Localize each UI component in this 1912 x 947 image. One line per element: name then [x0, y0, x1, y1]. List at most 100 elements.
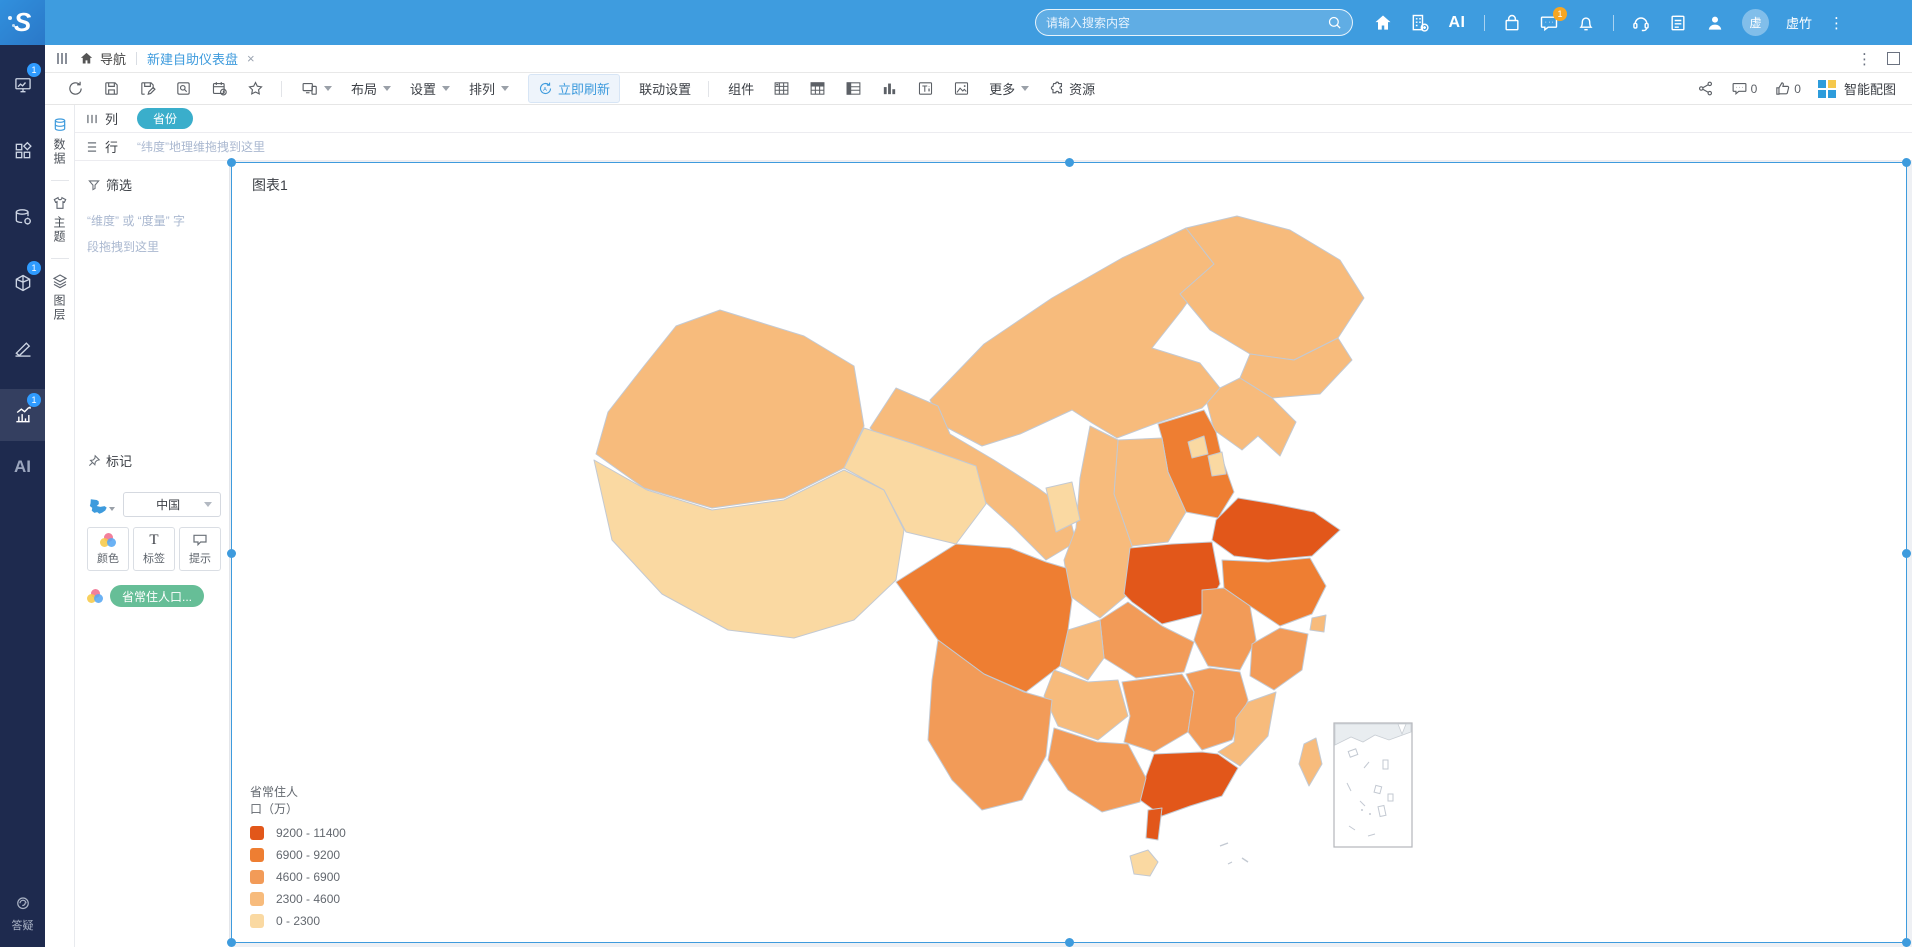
resize-handle-s[interactable] [1065, 938, 1074, 947]
comments-button[interactable]: 0 [1731, 80, 1757, 97]
user-name[interactable]: 虚竹 [1786, 16, 1813, 31]
add-image-button[interactable] [953, 80, 970, 97]
province-海南[interactable] [1129, 849, 1159, 877]
rail-tab-data[interactable]: 数据 [51, 117, 68, 166]
sidebar-item-subjects[interactable]: 1 [0, 257, 45, 309]
app-market-icon[interactable] [1502, 13, 1522, 33]
user-avatar[interactable]: 虚 [1742, 9, 1769, 36]
preview-button[interactable] [175, 80, 192, 97]
tooltip-mark-button[interactable]: 提示 [179, 527, 221, 571]
resize-handle-n[interactable] [1065, 158, 1074, 167]
province-福建[interactable] [1217, 691, 1277, 767]
app-logo[interactable]: S [0, 0, 45, 45]
province-四川[interactable] [895, 543, 1073, 693]
color-mark-button[interactable]: 颜色 [87, 527, 129, 571]
province-山东[interactable] [1211, 497, 1341, 561]
province-青海[interactable] [843, 427, 987, 545]
search-icon[interactable] [1327, 15, 1342, 30]
field-pill-population[interactable]: 省常住人口... [110, 585, 205, 607]
province-新疆[interactable] [595, 309, 865, 509]
resize-handle-sw[interactable] [227, 938, 236, 947]
nav-home-icon[interactable] [79, 51, 94, 66]
nav-label[interactable]: 导航 [100, 52, 127, 67]
sidebar-item-directory[interactable]: 1 [0, 59, 45, 111]
map-svg[interactable] [552, 198, 1432, 878]
new-dashboard-icon[interactable] [1410, 13, 1430, 33]
label-mark-button[interactable]: T 标签 [133, 527, 175, 571]
linkage-settings-button[interactable]: 联动设置 [639, 82, 692, 97]
schedule-button[interactable] [211, 80, 228, 97]
user-icon[interactable] [1705, 13, 1725, 33]
province-浙江[interactable] [1249, 627, 1309, 691]
china-choropleth-map[interactable] [552, 198, 1432, 878]
province-湖北[interactable] [1099, 601, 1195, 679]
chevron-down-icon[interactable] [109, 506, 116, 511]
maximize-icon[interactable] [1887, 52, 1900, 65]
rail-tab-layers[interactable]: 图层 [51, 273, 68, 322]
chart-component[interactable]: 图表1 [227, 158, 1911, 947]
geo-select[interactable]: 中国 [123, 492, 221, 517]
notifications-icon[interactable] [1576, 13, 1596, 33]
filter-drop-hint[interactable]: “维度” 或 “度量” 字 段拖拽到这里 [87, 214, 185, 254]
smart-config-button[interactable]: 智能配图 [1817, 79, 1896, 98]
resources-button[interactable]: 资源 [1048, 79, 1095, 98]
province-广东[interactable] [1145, 807, 1163, 841]
sidebar-item-apps[interactable] [0, 125, 45, 177]
province-广西[interactable] [1047, 727, 1147, 813]
field-pill-province[interactable]: 省份 [137, 108, 194, 129]
province-上海[interactable] [1309, 614, 1327, 633]
add-text-button[interactable] [917, 80, 934, 97]
province-天津[interactable] [1207, 451, 1227, 477]
save-as-button[interactable] [139, 80, 156, 97]
sidebar-item-data-manage[interactable] [0, 191, 45, 243]
tab-close-icon[interactable]: × [247, 51, 255, 66]
rail-tab-theme[interactable]: 主题 [51, 195, 68, 244]
undo-refresh-button[interactable] [67, 80, 84, 97]
like-button[interactable]: 0 [1774, 80, 1801, 97]
tasks-icon[interactable] [1668, 13, 1688, 33]
resize-handle-w[interactable] [227, 548, 236, 558]
resize-handle-e[interactable] [1902, 548, 1911, 558]
resize-handle-ne[interactable] [1902, 158, 1911, 167]
search-input[interactable] [1046, 15, 1327, 30]
tab-list-icon[interactable]: ⋮ [1857, 50, 1873, 68]
device-preview-button[interactable] [301, 80, 332, 97]
columns-shelf[interactable]: 列 省份 [75, 105, 1912, 133]
add-chart-button[interactable] [881, 80, 898, 97]
china-map-mini-icon[interactable] [87, 496, 108, 514]
support-icon[interactable] [1631, 13, 1651, 33]
add-crosstab-button[interactable] [845, 80, 862, 97]
province-台湾[interactable] [1298, 737, 1323, 787]
chart-title[interactable]: 图表1 [252, 177, 288, 193]
province-辽宁[interactable] [1206, 377, 1297, 457]
messages-icon[interactable]: 1 [1539, 6, 1567, 33]
province-内蒙古[interactable] [929, 227, 1221, 447]
add-grouped-table-button[interactable] [809, 80, 826, 97]
ai-assistant-icon[interactable]: AI [1448, 13, 1466, 31]
collapse-icon[interactable] [57, 53, 67, 64]
refresh-now-button[interactable]: A 立即刷新 [528, 74, 621, 103]
sidebar-item-ai[interactable]: AI [14, 457, 31, 476]
province-宁夏[interactable] [1045, 481, 1081, 533]
resize-handle-nw[interactable] [227, 158, 236, 167]
resize-handle-se[interactable] [1902, 938, 1911, 947]
rows-shelf[interactable]: 行 “纬度”地理维拖拽到这里 [75, 133, 1912, 161]
province-云南[interactable] [927, 639, 1053, 811]
favorite-button[interactable] [247, 80, 264, 97]
sidebar-item-qa[interactable]: 答疑 [12, 895, 34, 933]
province-安徽[interactable] [1193, 587, 1257, 671]
sidebar-item-tools[interactable] [0, 323, 45, 375]
province-北京[interactable] [1187, 435, 1209, 459]
share-icon[interactable] [1697, 80, 1714, 97]
topbar-more-icon[interactable]: ⋮ [1829, 14, 1846, 32]
arrange-menu[interactable]: 排列 [469, 79, 510, 98]
layout-menu[interactable]: 布局 [351, 79, 392, 98]
province-湖南[interactable] [1121, 673, 1195, 753]
dashboard-canvas[interactable]: 图表1 [227, 158, 1912, 947]
more-components-menu[interactable]: 更多 [989, 79, 1030, 98]
save-button[interactable] [103, 80, 120, 97]
tab-dashboard[interactable]: 新建自助仪表盘 [147, 52, 239, 67]
province-广东[interactable] [1139, 751, 1239, 817]
add-table-button[interactable] [773, 80, 790, 97]
province-江西[interactable] [1185, 667, 1249, 751]
